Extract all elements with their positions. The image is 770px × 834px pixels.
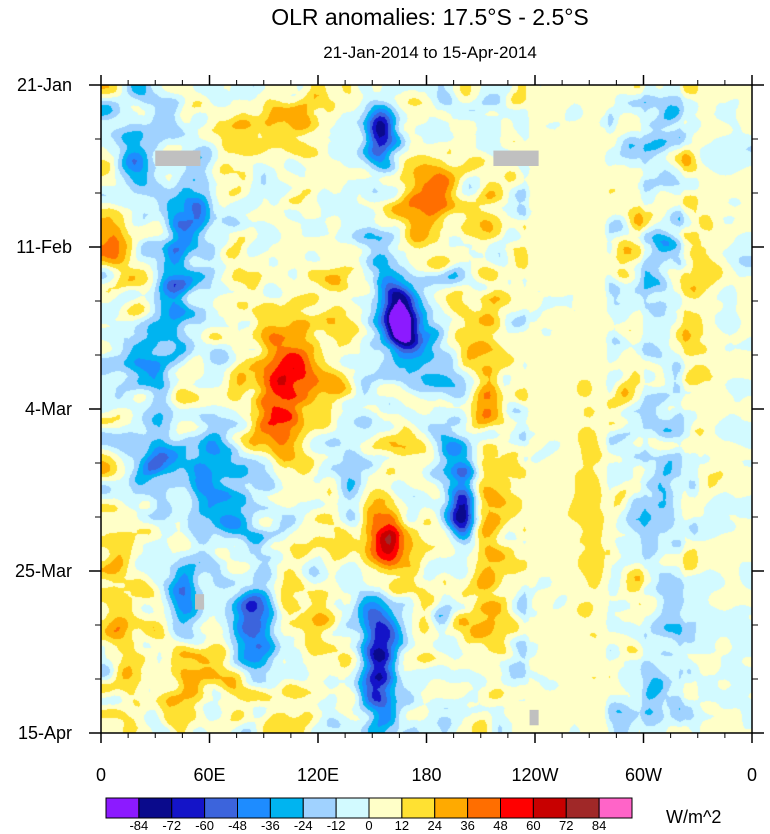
colorbar-swatch: [171, 797, 206, 819]
x-tick-label: 0: [747, 765, 757, 785]
colorbar-swatch: [598, 797, 633, 819]
colorbar-swatch: [368, 797, 403, 819]
x-tick-label: 180: [411, 765, 441, 785]
plot-area: [100, 84, 753, 734]
colorbar-swatch: [138, 797, 173, 819]
chart-title: OLR anomalies: 17.5°S - 2.5°S: [271, 4, 589, 30]
y-tick-label: 21-Jan: [17, 75, 72, 95]
colorbar-label: -36: [261, 818, 280, 833]
missing-data-box: [195, 594, 205, 610]
colorbar-swatch: [434, 797, 469, 819]
colorbar-units: W/m^2: [666, 807, 721, 827]
y-tick-label: 25-Mar: [15, 561, 72, 581]
missing-data-box: [529, 709, 539, 726]
missing-data-box: [493, 150, 539, 166]
colorbar-label: -84: [129, 818, 148, 833]
colorbar-label: 60: [526, 818, 540, 833]
heatmap-field: [101, 85, 752, 733]
colorbar-swatch: [565, 797, 600, 819]
x-tick-label: 120E: [297, 765, 339, 785]
y-axis: 21-Jan 11-Feb 4-Mar 25-Mar 15-Apr: [15, 75, 764, 743]
missing-data-box: [155, 150, 201, 166]
colorbar-label: -72: [162, 818, 181, 833]
colorbar-swatch: [532, 797, 567, 819]
colorbar-swatch: [302, 797, 337, 819]
colorbar-label: 48: [493, 818, 507, 833]
colorbar-label: 0: [365, 818, 372, 833]
colorbar-label: -48: [228, 818, 247, 833]
colorbar-label: -24: [294, 818, 313, 833]
colorbar-swatch: [401, 797, 436, 819]
missing-data-layer: [155, 150, 539, 726]
y-tick-label: 15-Apr: [18, 723, 72, 743]
y-tick-label: 4-Mar: [25, 399, 72, 419]
colorbar-swatch: [204, 797, 238, 819]
colorbar-swatch: [269, 797, 304, 819]
colorbar-swatch: [335, 797, 370, 819]
colorbar-label: 84: [592, 818, 606, 833]
colorbar-label: 72: [559, 818, 573, 833]
x-tick-label: 60E: [193, 765, 225, 785]
y-tick-label: 11-Feb: [16, 237, 72, 257]
x-tick-label: 120W: [511, 765, 558, 785]
colorbar-swatch: [237, 797, 271, 819]
colorbar-swatch: [500, 797, 534, 819]
colorbar-label: 24: [428, 818, 442, 833]
colorbar-label: 12: [395, 818, 409, 833]
x-tick-label: 60W: [625, 765, 662, 785]
colorbar-label: 36: [460, 818, 474, 833]
colorbar-label: -12: [327, 818, 346, 833]
colorbar-swatch: [467, 797, 501, 819]
x-axis: 0 60E 120E 180 120W 60W 0: [96, 75, 757, 785]
colorbar-swatch: [105, 797, 140, 819]
x-tick-label: 0: [96, 765, 106, 785]
colorbar-label: -60: [195, 818, 214, 833]
colorbar: -84 -72 -60 -48 -36 -24 -12 0 12 24 36 48 60 72 84: [105, 797, 633, 833]
chart-subtitle: 21-Jan-2014 to 15-Apr-2014: [323, 43, 537, 62]
